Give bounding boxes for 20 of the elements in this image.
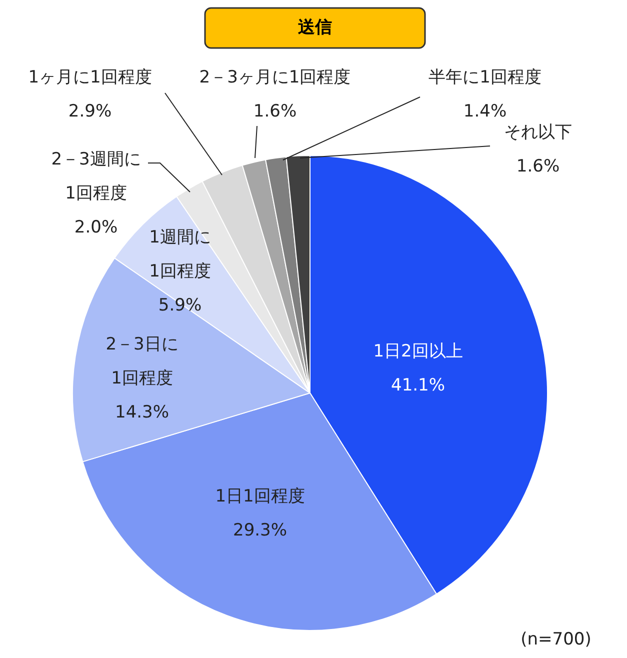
chart-title: 送信 [297,17,332,38]
data-label: 1.6% [253,101,297,122]
slice-label: 1週間に1回程度 [149,227,211,282]
slice-label: 2－3ヶ月に1回程度 [199,67,351,88]
data-label: 1.6% [516,156,560,176]
slice-label: 2－3日に1回程度 [106,334,178,388]
data-label: 29.3% [232,520,288,540]
slice-label: 半年に1回程度 [428,67,542,88]
slice-label: それ以下 [504,122,572,142]
slice-label: 2－3週間に1回程度 [51,149,141,204]
data-label: 1.4% [463,101,507,122]
data-label: 41.1% [390,375,446,396]
slice-label: 1ヶ月に1回程度 [28,67,152,88]
slice-label: 1日2回以上 [373,341,463,362]
slice-label: 1日1回程度 [215,486,305,506]
data-label: 5.9% [158,295,202,316]
text: (n=700) [520,629,592,650]
data-label: 2.0% [74,217,118,238]
data-label: 14.3% [114,402,170,422]
data-label: 2.9% [68,101,112,122]
